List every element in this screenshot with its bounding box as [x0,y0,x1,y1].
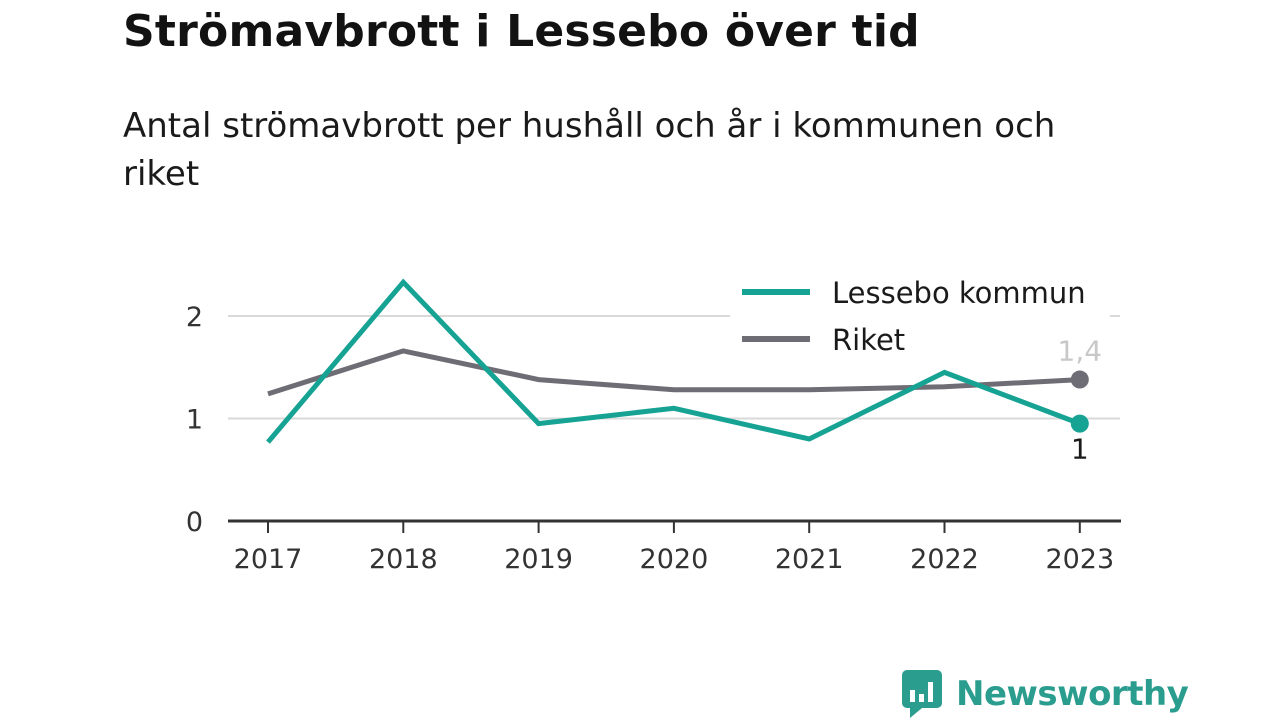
series-end-point-lessebo [1070,414,1089,433]
end-label-riket: 1,4 [1058,335,1103,368]
x-tick-label-2020: 2020 [640,544,709,575]
x-tick-label-2023: 2023 [1045,544,1114,575]
x-tick-label-2017: 2017 [234,544,303,575]
legend-label-lessebo: Lessebo kommun [832,276,1086,310]
y-tick-label-2: 2 [186,302,203,333]
end-label-lessebo: 1 [1071,433,1089,466]
brand-name: Newsworthy [956,674,1189,714]
x-tick-label-2018: 2018 [369,544,438,575]
series-end-point-riket [1070,370,1089,389]
x-tick-label-2021: 2021 [775,544,844,575]
x-tick-label-2022: 2022 [910,544,979,575]
series-line-lessebo [266,278,1081,444]
x-tick-label-2019: 2019 [504,544,573,575]
y-tick-label-1: 1 [186,405,203,436]
legend-box [730,268,1110,360]
series-line-riket [267,348,1080,397]
y-tick-label-0: 0 [186,507,203,538]
legend-label-riket: Riket [832,323,905,357]
newsworthy-logo-icon [902,670,942,718]
newsworthy-logo: Newsworthy [902,670,1189,718]
chart-subtitle: Antal strömavbrott per hushåll och år i … [123,106,1056,194]
chart-title: Strömavbrott i Lessebo över tid [123,6,920,57]
